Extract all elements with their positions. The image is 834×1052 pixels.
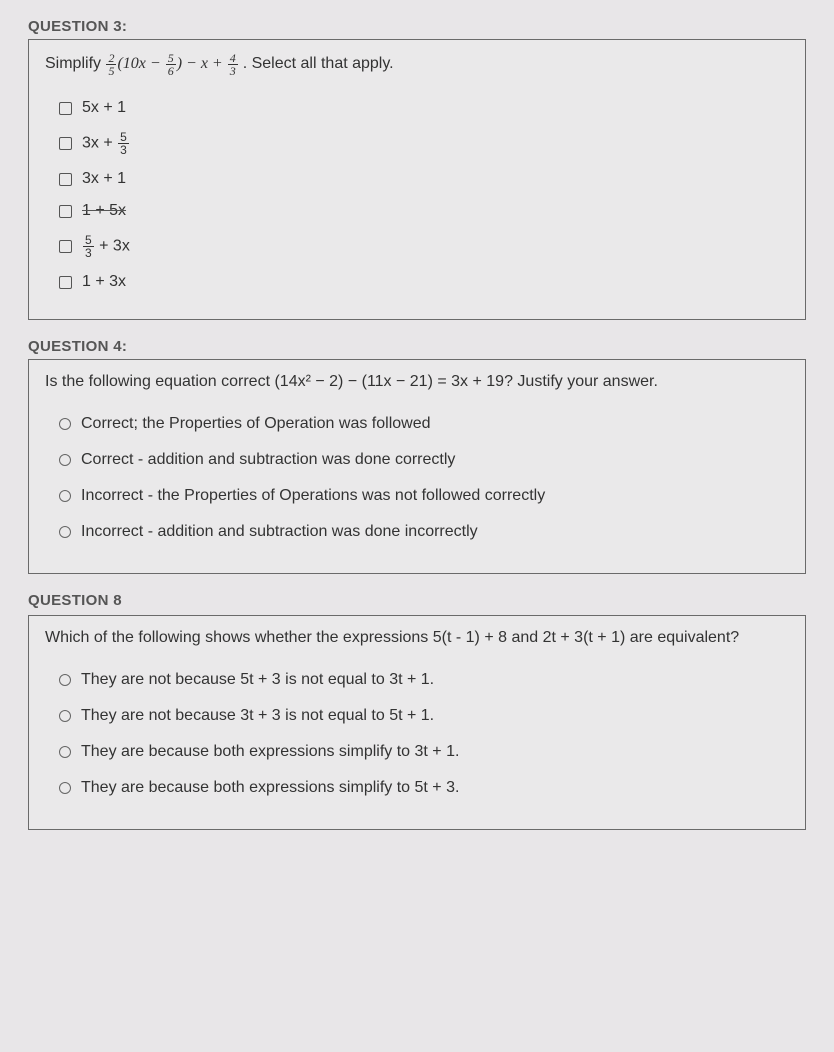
q3-option-1-text: 5x + 1 [82, 99, 126, 117]
q3-option-2-text: 3x + 53 [82, 131, 130, 156]
checkbox-icon[interactable] [59, 102, 72, 115]
question-3-box: Simplify 25(10x − 56) − x + 43 . Select … [28, 39, 806, 320]
frac-d: 3 [83, 247, 94, 259]
q3-option-4-text: 1 + 5x [82, 202, 126, 220]
q3-option-6-text: 1 + 3x [82, 273, 126, 291]
radio-icon[interactable] [59, 746, 71, 758]
q8-option-2[interactable]: They are not because 3t + 3 is not equal… [59, 707, 789, 725]
question-4-prompt: Is the following equation correct (14x² … [45, 372, 789, 393]
frac-d: 3 [118, 144, 129, 156]
q4-option-2[interactable]: Correct - addition and subtraction was d… [59, 451, 789, 469]
q8-option-3[interactable]: They are because both expressions simpli… [59, 743, 789, 761]
q4-option-3[interactable]: Incorrect - the Properties of Operations… [59, 487, 789, 505]
q8-option-1-text: They are not because 5t + 3 is not equal… [81, 671, 434, 689]
q3-option-1[interactable]: 5x + 1 [59, 99, 789, 117]
q3-option-3[interactable]: 3x + 1 [59, 170, 789, 188]
radio-icon[interactable] [59, 454, 71, 466]
q8-option-4[interactable]: They are because both expressions simpli… [59, 779, 789, 797]
checkbox-icon[interactable] [59, 205, 72, 218]
q3-expression: 25(10x − 56) − x + 43 [105, 55, 242, 72]
q3-option-5-suffix: + 3x [95, 238, 130, 255]
radio-icon[interactable] [59, 418, 71, 430]
radio-icon[interactable] [59, 490, 71, 502]
question-4-box: Is the following equation correct (14x² … [28, 359, 806, 574]
q3-option-2-prefix: 3x + [82, 135, 117, 152]
q3-option-3-text: 3x + 1 [82, 170, 126, 188]
q8-option-3-text: They are because both expressions simpli… [81, 743, 459, 761]
q3-option-5-text: 53 + 3x [82, 234, 130, 259]
q3-option-6[interactable]: 1 + 3x [59, 273, 789, 291]
radio-icon[interactable] [59, 782, 71, 794]
q4-option-2-text: Correct - addition and subtraction was d… [81, 451, 455, 469]
question-8-prompt: Which of the following shows whether the… [45, 628, 789, 649]
q3-option-5[interactable]: 53 + 3x [59, 234, 789, 259]
radio-icon[interactable] [59, 674, 71, 686]
q8-option-1[interactable]: They are not because 5t + 3 is not equal… [59, 671, 789, 689]
checkbox-icon[interactable] [59, 173, 72, 186]
q4-option-3-text: Incorrect - the Properties of Operations… [81, 487, 545, 505]
radio-icon[interactable] [59, 710, 71, 722]
question-8-box: Which of the following shows whether the… [28, 615, 806, 830]
q4-option-4-text: Incorrect - addition and subtraction was… [81, 523, 478, 541]
q8-option-2-text: They are not because 3t + 3 is not equal… [81, 707, 434, 725]
checkbox-icon[interactable] [59, 240, 72, 253]
q3-prompt-prefix: Simplify [45, 55, 105, 72]
q4-option-1[interactable]: Correct; the Properties of Operation was… [59, 415, 789, 433]
q4-option-4[interactable]: Incorrect - addition and subtraction was… [59, 523, 789, 541]
q3-option-4[interactable]: 1 + 5x [59, 202, 789, 220]
question-3-label: QUESTION 3: [28, 18, 806, 35]
checkbox-icon[interactable] [59, 276, 72, 289]
radio-icon[interactable] [59, 526, 71, 538]
question-8-label: QUESTION 8 [28, 592, 806, 609]
question-4-label: QUESTION 4: [28, 338, 806, 355]
q4-option-1-text: Correct; the Properties of Operation was… [81, 415, 431, 433]
question-3-prompt: Simplify 25(10x − 56) − x + 43 . Select … [45, 52, 789, 77]
q3-prompt-suffix: . Select all that apply. [243, 55, 394, 72]
checkbox-icon[interactable] [59, 137, 72, 150]
q8-option-4-text: They are because both expressions simpli… [81, 779, 459, 797]
q3-option-2[interactable]: 3x + 53 [59, 131, 789, 156]
